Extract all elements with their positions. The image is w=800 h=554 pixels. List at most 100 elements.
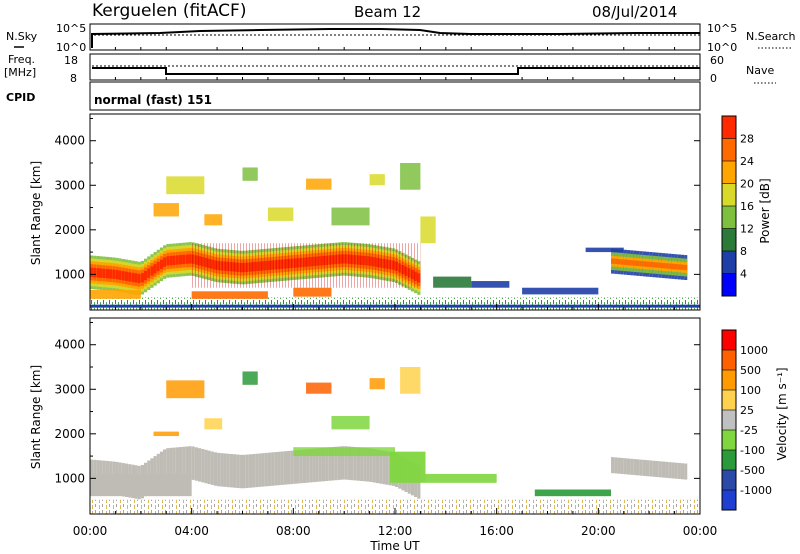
echo-cell — [115, 270, 119, 280]
echo-cell — [182, 446, 186, 481]
echo-cell — [614, 457, 618, 474]
echo-cell — [217, 452, 221, 487]
colorbar-tick: -100 — [740, 444, 765, 457]
colorbar-tick: 8 — [740, 245, 747, 258]
colorbar-swatch — [722, 430, 736, 450]
cpid-row: CPID normal (fast) 151 — [6, 81, 701, 111]
echo-cell — [185, 254, 189, 264]
echo-cell — [242, 454, 246, 489]
echo-cell — [400, 367, 421, 394]
echo-cell — [90, 289, 141, 299]
ytick-label: 3000 — [54, 382, 85, 396]
echo-cell — [163, 449, 167, 483]
echo-cell — [309, 448, 313, 483]
cpid-label: CPID — [6, 91, 35, 104]
echo-cell — [626, 458, 631, 475]
echo-cell — [379, 450, 383, 484]
echo-cell — [105, 269, 110, 279]
nsearch-tick-bottom: 10^0 — [707, 41, 737, 54]
echo-cell — [229, 454, 233, 488]
echo-cell — [639, 459, 643, 476]
echo-cell — [188, 254, 192, 264]
echo-cell — [611, 258, 615, 264]
echo-cell — [232, 454, 237, 488]
echo-cell — [166, 176, 205, 195]
beam-title: Beam 12 — [354, 3, 421, 21]
colorbar-swatch — [722, 138, 736, 161]
echo-cell — [642, 459, 646, 476]
colorbar-tick: 500 — [740, 364, 761, 377]
colorbar-swatch — [722, 450, 736, 470]
echo-cell — [90, 267, 94, 277]
echo-cell — [299, 449, 303, 484]
velocity-colorbar: 1000 500 100 25 -25 -100 -500 -1000 — [721, 329, 772, 511]
echo-cell — [274, 452, 278, 486]
echo-cell — [331, 416, 370, 430]
echo-cell — [611, 457, 615, 474]
echo-cell — [614, 258, 618, 265]
colorbar-tick: -500 — [740, 464, 765, 477]
echo-cell — [124, 271, 129, 281]
velocity-cbar-label: Velocity [m s⁻¹] — [775, 367, 789, 460]
echo-cell — [90, 499, 700, 514]
freq-panel: Freq. [MHz] 18 8 60 0 Nave — [4, 53, 776, 85]
colorbar-swatch — [722, 410, 736, 430]
echo-cell — [633, 459, 637, 476]
echo-cell — [153, 431, 179, 437]
echo-cell — [153, 456, 157, 490]
colorbar-swatch — [722, 490, 736, 510]
echo-cell — [153, 264, 157, 274]
echo-cell — [169, 447, 173, 482]
ytick-label: 2000 — [54, 427, 85, 441]
echo-cell — [306, 178, 332, 190]
echo-cell — [522, 287, 599, 295]
echo-cell — [680, 264, 685, 270]
colorbar-tick: 4 — [740, 268, 747, 281]
echo-cell — [633, 260, 637, 266]
echo-cell — [286, 450, 291, 485]
ytick-label: 1000 — [54, 267, 85, 281]
colorbar-swatch — [722, 206, 736, 229]
echo-cell — [353, 447, 357, 481]
echo-cell — [271, 452, 275, 486]
echo-cell — [658, 262, 662, 268]
echo-cell — [337, 446, 341, 480]
echo-cell — [665, 461, 669, 478]
echo-cell — [372, 449, 376, 483]
nsky-tick-top: 10^5 — [56, 22, 86, 35]
echo-cell — [363, 447, 367, 482]
echo-cell — [626, 259, 631, 266]
echo-cell — [331, 447, 335, 481]
ytick-label: 2000 — [54, 223, 85, 237]
echo-cell — [360, 447, 364, 482]
xtick-label: 20:00 — [581, 524, 616, 538]
echo-cell — [290, 450, 294, 485]
echo-cell — [255, 453, 259, 488]
echo-cell — [156, 453, 160, 488]
nave-tick-bottom: 0 — [710, 72, 717, 85]
echo-cell — [321, 447, 326, 482]
echo-cell — [636, 459, 640, 476]
echo-cell — [369, 378, 385, 390]
echo-cell — [242, 167, 258, 181]
colorbar-swatch — [722, 116, 736, 139]
echo-cell — [236, 454, 240, 488]
echo-cell — [652, 460, 656, 477]
echo-cell — [134, 273, 138, 283]
echo-cell — [315, 448, 319, 482]
time-axis: 00:00 04:00 08:00 12:00 16:00 20:00 00:00 — [73, 47, 717, 538]
echo-cell — [140, 273, 145, 283]
echo-cell — [645, 261, 650, 267]
echo-cell — [356, 447, 361, 481]
echo-cell — [340, 446, 345, 480]
echo-cell — [220, 453, 224, 487]
echo-cell — [471, 281, 510, 288]
colorbar-tick: 16 — [740, 200, 754, 213]
echo-cell — [226, 453, 230, 488]
echo-cell — [623, 458, 627, 475]
echo-cell — [375, 449, 380, 484]
echo-cell — [296, 450, 300, 484]
echo-cell — [661, 262, 666, 269]
colorbar-swatch — [722, 161, 736, 184]
echo-cell — [684, 463, 688, 480]
